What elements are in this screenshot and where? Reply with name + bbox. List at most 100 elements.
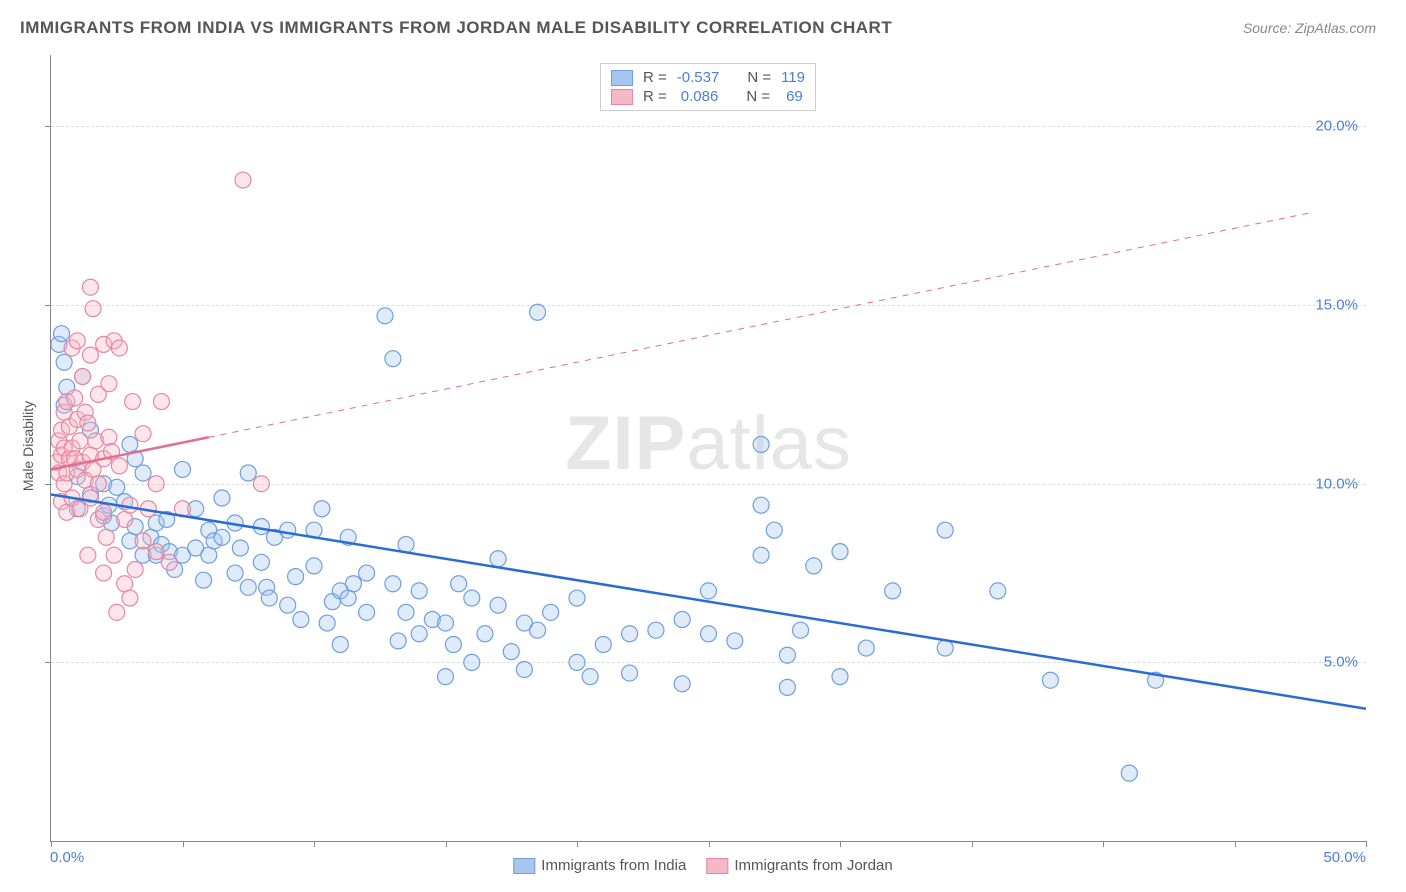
scatter-point-india xyxy=(122,436,138,452)
scatter-point-india xyxy=(779,647,795,663)
scatter-point-india xyxy=(648,622,664,638)
scatter-point-india xyxy=(766,522,782,538)
source-name: ZipAtlas.com xyxy=(1295,20,1376,36)
r-label: R = xyxy=(643,88,667,105)
scatter-point-india xyxy=(793,622,809,638)
legend-label-india: Immigrants from India xyxy=(541,857,686,874)
scatter-point-india xyxy=(464,654,480,670)
scatter-point-jordan xyxy=(117,576,133,592)
scatter-point-india xyxy=(858,640,874,656)
scatter-point-india xyxy=(398,604,414,620)
scatter-point-india xyxy=(293,611,309,627)
scatter-point-india xyxy=(490,551,506,567)
legend-swatch-jordan xyxy=(706,858,728,874)
scatter-point-india xyxy=(359,565,375,581)
x-tick-mark xyxy=(1103,841,1104,847)
scatter-point-jordan xyxy=(153,394,169,410)
scatter-point-india xyxy=(54,326,70,342)
scatter-point-india xyxy=(240,579,256,595)
scatter-point-india xyxy=(622,626,638,642)
scatter-point-india xyxy=(56,354,72,370)
legend-swatch-india xyxy=(611,70,633,86)
scatter-point-jordan xyxy=(85,301,101,317)
scatter-point-india xyxy=(832,669,848,685)
plot-container: ZIPatlas 5.0%10.0%15.0%20.0% R = -0.537 … xyxy=(50,55,1366,842)
scatter-point-india xyxy=(582,669,598,685)
r-label: R = xyxy=(643,69,667,86)
scatter-point-india xyxy=(196,572,212,588)
india-n-value: 119 xyxy=(781,69,805,86)
scatter-point-jordan xyxy=(127,561,143,577)
scatter-point-india xyxy=(477,626,493,642)
scatter-point-india xyxy=(227,565,243,581)
scatter-point-india xyxy=(280,597,296,613)
scatter-point-india xyxy=(253,554,269,570)
scatter-point-india xyxy=(232,540,248,556)
scatter-point-jordan xyxy=(109,604,125,620)
scatter-point-india xyxy=(727,633,743,649)
scatter-point-india xyxy=(109,479,125,495)
legend-label-jordan: Immigrants from Jordan xyxy=(734,857,892,874)
scatter-point-india xyxy=(438,615,454,631)
scatter-point-jordan xyxy=(235,172,251,188)
x-max-label: 50.0% xyxy=(1323,849,1366,866)
scatter-point-jordan xyxy=(90,476,106,492)
scatter-point-india xyxy=(937,522,953,538)
scatter-point-jordan xyxy=(80,415,96,431)
scatter-point-jordan xyxy=(69,333,85,349)
scatter-point-jordan xyxy=(82,490,98,506)
scatter-point-jordan xyxy=(135,533,151,549)
scatter-point-india xyxy=(464,590,480,606)
jordan-r-value: 0.086 xyxy=(677,88,719,105)
scatter-point-india xyxy=(490,597,506,613)
plot-area: ZIPatlas 5.0%10.0%15.0%20.0% xyxy=(50,55,1366,842)
legend-item-india: Immigrants from India xyxy=(513,857,686,874)
chart-title: IMMIGRANTS FROM INDIA VS IMMIGRANTS FROM… xyxy=(20,18,892,38)
legend-stats-box: R = -0.537 N = 119 R = 0.086 N = 69 xyxy=(600,63,816,111)
legend-swatch-india xyxy=(513,858,535,874)
x-min-label: 0.0% xyxy=(50,849,84,866)
source-prefix: Source: xyxy=(1243,20,1295,36)
scatter-point-india xyxy=(280,522,296,538)
scatter-point-jordan xyxy=(253,476,269,492)
x-tick-mark xyxy=(1366,841,1367,847)
x-tick-mark xyxy=(51,841,52,847)
scatter-point-india xyxy=(314,501,330,517)
scatter-point-india xyxy=(261,590,277,606)
scatter-point-india xyxy=(345,576,361,592)
scatter-point-jordan xyxy=(161,554,177,570)
scatter-point-india xyxy=(622,665,638,681)
x-tick-mark xyxy=(183,841,184,847)
scatter-point-jordan xyxy=(111,458,127,474)
scatter-point-india xyxy=(445,637,461,653)
scatter-point-india xyxy=(674,676,690,692)
n-label: N = xyxy=(747,69,771,86)
scatter-point-india xyxy=(806,558,822,574)
scatter-point-india xyxy=(753,547,769,563)
scatter-point-jordan xyxy=(82,279,98,295)
scatter-point-india xyxy=(543,604,559,620)
scatter-point-india xyxy=(530,304,546,320)
scatter-point-india xyxy=(990,583,1006,599)
trend-line-dashed-jordan xyxy=(209,212,1314,437)
scatter-point-jordan xyxy=(101,376,117,392)
scatter-point-jordan xyxy=(98,529,114,545)
scatter-point-india xyxy=(753,436,769,452)
scatter-point-india xyxy=(569,590,585,606)
scatter-point-jordan xyxy=(96,504,112,520)
scatter-point-jordan xyxy=(122,590,138,606)
india-r-value: -0.537 xyxy=(677,69,720,86)
x-tick-mark xyxy=(840,841,841,847)
scatter-point-jordan xyxy=(101,429,117,445)
legend-swatch-jordan xyxy=(611,89,633,105)
scatter-point-india xyxy=(516,662,532,678)
scatter-point-india xyxy=(377,308,393,324)
scatter-point-jordan xyxy=(148,544,164,560)
scatter-point-jordan xyxy=(67,390,83,406)
scatter-point-india xyxy=(385,351,401,367)
scatter-point-jordan xyxy=(135,426,151,442)
scatter-point-india xyxy=(306,558,322,574)
scatter-point-india xyxy=(214,490,230,506)
scatter-point-india xyxy=(288,569,304,585)
scatter-point-india xyxy=(530,622,546,638)
